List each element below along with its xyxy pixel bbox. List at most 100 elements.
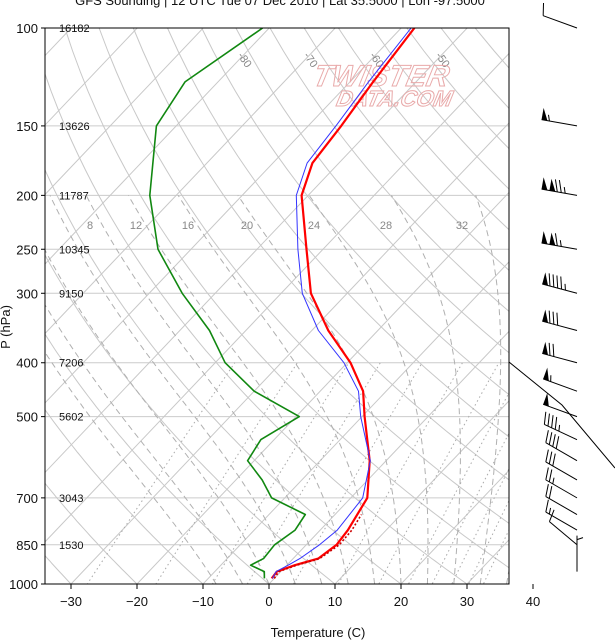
wind-barb-staff bbox=[545, 511, 578, 531]
wind-barb-full bbox=[552, 274, 555, 288]
dry-adiabat bbox=[201, 28, 509, 396]
wind-barb-full bbox=[552, 311, 555, 325]
dry-adiabat bbox=[64, 28, 509, 569]
y-tick-label: 500 bbox=[16, 410, 38, 425]
wind-barb bbox=[542, 309, 578, 331]
wind-barb bbox=[545, 430, 578, 462]
y-axis-label: P (hPa) bbox=[0, 305, 13, 349]
wind-barb-staff bbox=[541, 242, 578, 250]
wind-barb bbox=[545, 467, 578, 499]
y-tick-label: 150 bbox=[16, 119, 38, 134]
wind-barb-flag bbox=[541, 107, 548, 121]
wind-barb-full bbox=[548, 342, 551, 356]
wind-barb bbox=[548, 509, 578, 546]
wind-barb-staff bbox=[545, 461, 578, 481]
moist-adiabat bbox=[506, 567, 509, 584]
isotherm-line bbox=[45, 28, 402, 404]
wind-barb-flag bbox=[549, 178, 556, 192]
moist-adiabat bbox=[85, 195, 323, 584]
dry-adiabat bbox=[132, 28, 509, 481]
x-tick-label: −20 bbox=[126, 594, 148, 609]
dewpoint-profile bbox=[149, 28, 307, 579]
dry-adiabat bbox=[269, 28, 509, 313]
isotherm-line bbox=[268, 330, 509, 584]
mixing-ratio-label: 32 bbox=[456, 220, 468, 232]
background-lines: -80 -70 -60 -508 12 16 20 24 28 32 bbox=[45, 3, 615, 596]
wind-barb-half bbox=[559, 240, 562, 247]
isotherm-label: -80 bbox=[235, 50, 254, 70]
isotherm-line bbox=[70, 122, 509, 584]
wind-barb-half bbox=[558, 424, 561, 432]
moist-adiabat bbox=[475, 195, 502, 584]
wind-barb bbox=[545, 484, 578, 515]
mixing-ratio-line bbox=[246, 362, 381, 584]
isotherm-line bbox=[202, 261, 509, 584]
isotherm-line bbox=[45, 28, 336, 335]
height-label: 16182 bbox=[59, 23, 90, 35]
wind-barb bbox=[542, 272, 578, 294]
height-label: 9150 bbox=[59, 288, 83, 300]
mixing-ratio-line bbox=[378, 362, 500, 584]
wind-barb-full bbox=[548, 273, 551, 287]
isotherm-line bbox=[45, 28, 138, 126]
wind-barb bbox=[543, 367, 578, 392]
wind-barb bbox=[545, 449, 578, 481]
mixing-ratio-line bbox=[431, 432, 509, 584]
mixing-ratio-line bbox=[468, 499, 509, 584]
mixing-ratio-label: 12 bbox=[130, 220, 142, 232]
wind-barb-full bbox=[548, 310, 551, 324]
dry-adiabat bbox=[167, 28, 509, 438]
wind-barb-flag bbox=[541, 177, 548, 191]
dry-adiabat bbox=[45, 408, 204, 584]
x-tick-label: 10 bbox=[328, 594, 342, 609]
mixing-ratio-line bbox=[507, 581, 509, 584]
wind-barb-full bbox=[545, 484, 549, 497]
mixing-ratio-line bbox=[337, 362, 463, 584]
wind-barb-flag bbox=[543, 393, 549, 407]
watermark-text: DATA.COM bbox=[334, 86, 455, 111]
x-axis-label: Temperature (C) bbox=[271, 625, 366, 640]
wind-barb-half bbox=[548, 507, 552, 515]
wind-barb-staff bbox=[549, 521, 578, 546]
wind-barb-full bbox=[545, 499, 549, 513]
wind-barb-full bbox=[556, 275, 559, 289]
wind-barb-half bbox=[576, 537, 584, 541]
isotherm-line bbox=[400, 469, 509, 584]
moist-adiabat bbox=[127, 195, 349, 584]
wind-barb-full bbox=[545, 467, 549, 480]
x-tick-label: −10 bbox=[192, 594, 214, 609]
wind-barb-full bbox=[545, 449, 549, 463]
wind-barb-half bbox=[548, 114, 550, 122]
wind-barb bbox=[541, 231, 578, 250]
moist-adiabat bbox=[177, 195, 376, 584]
wind-barb-flag bbox=[541, 231, 548, 245]
dry-adiabat bbox=[98, 28, 509, 525]
isotherm-line bbox=[588, 3, 615, 596]
profiles bbox=[149, 28, 416, 580]
wind-barb-half bbox=[563, 186, 566, 194]
dry-adiabat bbox=[45, 168, 402, 584]
x-tick-label: 0 bbox=[265, 594, 272, 609]
isotherm-line bbox=[466, 539, 509, 584]
wind-barb-staff bbox=[543, 15, 578, 29]
height-label: 13626 bbox=[59, 121, 90, 133]
moist-adiabat bbox=[49, 195, 296, 584]
isotherm-line bbox=[45, 28, 270, 265]
isotherm-line bbox=[45, 52, 509, 543]
moist-adiabat bbox=[308, 195, 429, 584]
wind-barb-full bbox=[558, 180, 562, 193]
dry-adiabat bbox=[372, 28, 509, 190]
wind-barb-staff bbox=[541, 119, 578, 127]
isotherm-line bbox=[45, 28, 204, 196]
wind-barb bbox=[542, 3, 578, 29]
wind-barb-full bbox=[554, 416, 558, 430]
wind-panel-boundary bbox=[508, 361, 615, 469]
wind-barb-flag bbox=[542, 309, 549, 323]
y-tick-label: 400 bbox=[16, 356, 38, 371]
wind-barb-full bbox=[554, 179, 558, 192]
wind-barb-full bbox=[551, 415, 554, 428]
wind-barb-full bbox=[545, 430, 549, 443]
plot-frame bbox=[44, 27, 510, 585]
